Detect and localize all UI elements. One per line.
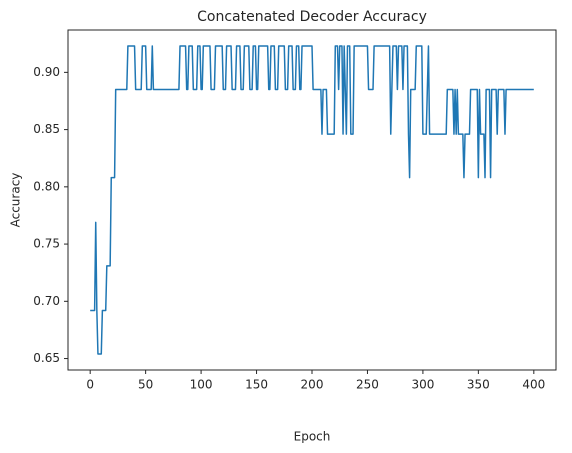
x-axis-label: Epoch — [294, 430, 331, 444]
y-tick-label: 0.85 — [33, 122, 60, 136]
y-tick-label: 0.65 — [33, 351, 60, 365]
x-tick-label: 100 — [190, 378, 213, 392]
x-tick-label: 200 — [301, 378, 324, 392]
y-tick-label: 0.75 — [33, 237, 60, 251]
x-tick-label: 0 — [86, 378, 94, 392]
x-tick-label: 300 — [411, 378, 434, 392]
x-tick-label: 50 — [138, 378, 153, 392]
y-tick-label: 0.90 — [33, 65, 60, 79]
y-tick-label: 0.70 — [33, 294, 60, 308]
x-tick-label: 400 — [522, 378, 545, 392]
y-axis-label: Accuracy — [9, 173, 23, 228]
x-tick-label: 350 — [467, 378, 490, 392]
x-tick-label: 150 — [245, 378, 268, 392]
y-tick-label: 0.80 — [33, 179, 60, 193]
chart-title: Concatenated Decoder Accuracy — [197, 9, 427, 25]
x-tick-label: 250 — [356, 378, 379, 392]
plot-frame — [67, 29, 557, 371]
data-line — [90, 45, 534, 355]
